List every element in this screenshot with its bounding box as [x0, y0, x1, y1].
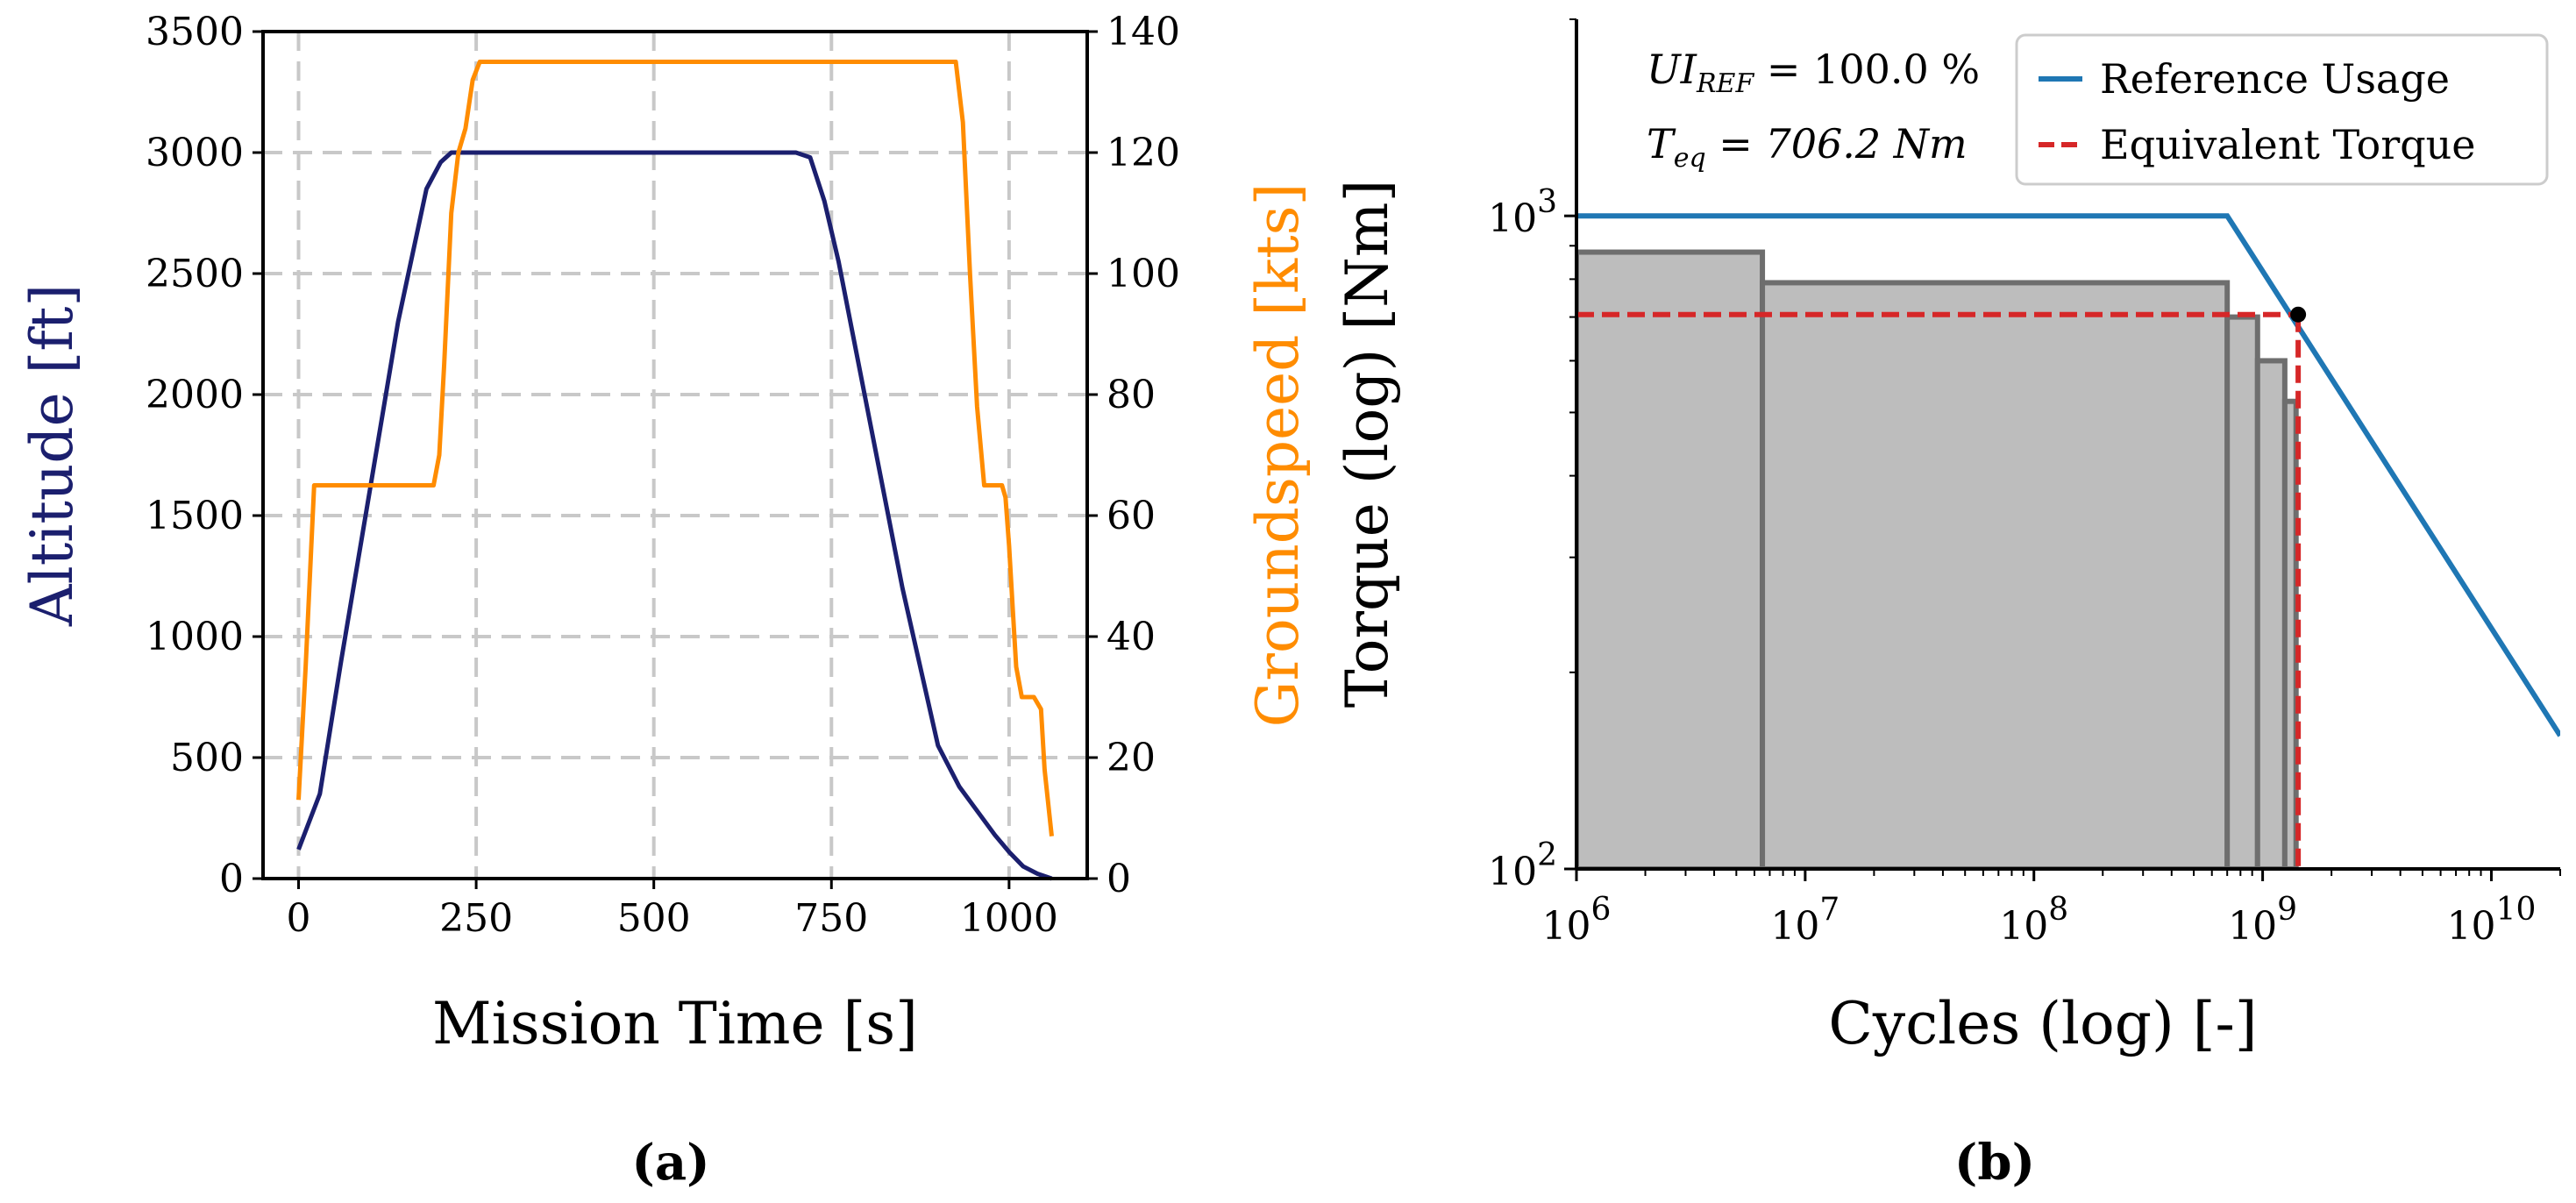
left-y-tick-label: 3500: [146, 10, 244, 54]
right-y-tick-label: 120: [1107, 131, 1180, 175]
right-y-tick-label: 0: [1107, 857, 1131, 901]
reference-usage-line: [1576, 213, 2560, 737]
histogram-bar: [1576, 249, 1766, 869]
histogram-bar: [2254, 358, 2288, 869]
panel-a-grid: [263, 32, 1087, 879]
right-y-tick-label: 60: [1107, 494, 1156, 538]
x-tick-label: 500: [617, 896, 691, 941]
right-y-tick-label: 40: [1107, 615, 1156, 659]
left-y-tick-label: 1500: [146, 494, 244, 538]
x-tick-label: 750: [794, 896, 868, 941]
x-tick-label-exponent: 9: [2277, 892, 2297, 928]
x-tick-label-base: 10: [2447, 904, 2496, 949]
right-y-tick-label: 100: [1107, 252, 1180, 296]
panel-a-x-ticks: 0 250 500 750 1000: [287, 879, 1058, 941]
left-y-tick-label: 3000: [146, 131, 244, 175]
y-tick-label: 102: [1488, 837, 1557, 894]
ui-ref-annotation-lhs: UI: [1647, 46, 1697, 93]
panel-a-caption: (a): [631, 1134, 709, 1192]
t-eq-annotation: Teq = 706.2 Nm: [1647, 120, 1968, 174]
x-tick-label: 250: [439, 896, 513, 941]
x-tick-label: 1000: [960, 896, 1058, 941]
equivalent-point-marker: [2290, 306, 2307, 323]
x-tick-label-base: 10: [1770, 904, 1819, 949]
legend-box: [2015, 33, 2549, 186]
left-y-tick-label: 1000: [146, 615, 244, 659]
groundspeed-line: [296, 60, 1054, 836]
left-y-tick-label: 2500: [146, 252, 244, 296]
panel-a-right-y-axis-label: Groundspeed [kts]: [1244, 183, 1312, 728]
panel-b-histogram: [1576, 249, 2299, 869]
panel-a-left-y-axis-label: Altitude [ft]: [18, 284, 86, 627]
x-tick-label-exponent: 6: [1591, 892, 1612, 928]
y-tick-label-exponent: 3: [1537, 184, 1557, 220]
y-tick-label-base: 10: [1488, 196, 1537, 241]
panel-a-series: [296, 60, 1054, 881]
panel-b-caption: (b): [1954, 1134, 2035, 1192]
x-tick-label: 108: [1999, 892, 2068, 949]
left-y-tick-label: 2000: [146, 373, 244, 417]
ui-ref-annotation-rhs: = 100.0 %: [1754, 46, 1980, 93]
legend-reference-label: Reference Usage: [2100, 55, 2450, 103]
panel-b-x-ticks: 106 107 108 109 1010: [1542, 869, 2561, 949]
right-y-tick-label: 140: [1107, 10, 1180, 54]
y-tick-label-base: 10: [1488, 850, 1537, 894]
x-tick-label: 107: [1770, 892, 1839, 949]
histogram-bar: [2224, 314, 2260, 869]
panel-b-y-axis-label: Torque (log) [Nm]: [1334, 180, 1401, 708]
y-tick-label-exponent: 2: [1537, 837, 1557, 873]
altitude-line: [296, 150, 1053, 881]
x-tick-label-exponent: 8: [2048, 892, 2068, 928]
x-tick-label-exponent: 7: [1819, 892, 1839, 928]
x-tick-label-base: 10: [1542, 904, 1591, 949]
x-tick-label: 0: [287, 896, 311, 941]
x-tick-label: 1010: [2447, 892, 2537, 949]
x-tick-label-exponent: 10: [2496, 892, 2537, 928]
left-y-tick-label: 0: [219, 857, 244, 901]
x-tick-label-base: 10: [1999, 904, 2048, 949]
ui-ref-annotation: UIREF = 100.0 %: [1647, 46, 1980, 99]
panel-a-right-y-ticks: 0 20 40 60 80 100 120 140: [1087, 10, 1180, 901]
panel-b-x-axis-label: Cycles (log) [-]: [1828, 990, 2257, 1057]
panel-a-x-axis-label: Mission Time [s]: [432, 990, 918, 1057]
t-eq-annotation-rhs: = 706.2 Nm: [1706, 120, 1968, 167]
left-y-tick-label: 500: [170, 736, 244, 780]
panel-a-plot-frame: [261, 30, 1089, 880]
legend-equivalent-label: Equivalent Torque: [2100, 121, 2476, 168]
panel-a-chart: 0 250 500 750 1000 0500100015002000250030003…: [18, 10, 1312, 1192]
x-tick-label-base: 10: [2228, 904, 2277, 949]
right-y-tick-label: 20: [1107, 736, 1156, 780]
t-eq-annotation-lhs: T: [1647, 120, 1676, 167]
t-eq-annotation-sub: eq: [1674, 143, 1706, 174]
ui-ref-annotation-sub: REF: [1696, 68, 1754, 99]
panel-b-series: [1576, 213, 2560, 869]
panel-a-left-y-ticks: 0 500 1000 1500 2000 2500 3000 3500: [146, 10, 263, 901]
histogram-bar: [1760, 280, 2231, 869]
x-tick-label: 106: [1542, 892, 1612, 949]
right-y-tick-label: 80: [1107, 373, 1156, 417]
y-tick-label: 103: [1488, 184, 1557, 241]
panel-b-legend: Reference Usage Equivalent Torque: [2015, 33, 2549, 186]
x-tick-label: 109: [2228, 892, 2297, 949]
histogram-bar: [2281, 398, 2299, 869]
